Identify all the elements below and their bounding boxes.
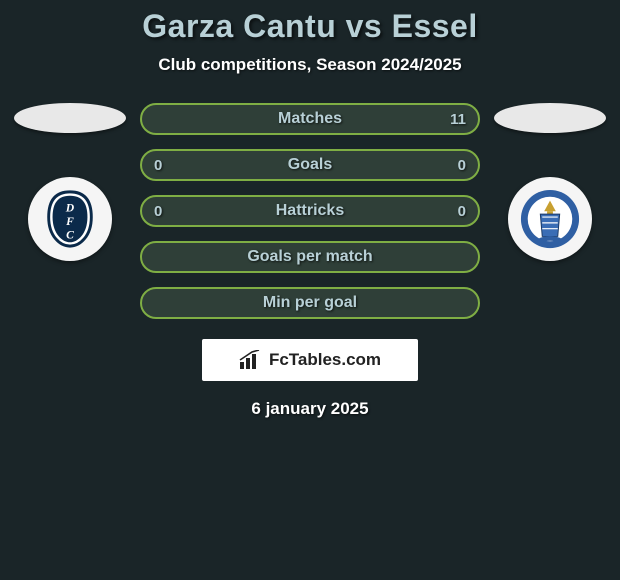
watermark: FcTables.com (202, 339, 418, 381)
stat-value-right: 11 (450, 111, 466, 128)
stat-row: Matches 11 (140, 103, 480, 135)
player-left-photo (14, 103, 126, 133)
player-left-column: D F C (10, 103, 130, 261)
stat-label: Min per goal (263, 294, 357, 312)
player-right-column (490, 103, 610, 261)
club-crest-right (508, 177, 592, 261)
player-right-photo (494, 103, 606, 133)
stat-row: Goals per match (140, 241, 480, 273)
bar-chart-icon (239, 350, 263, 370)
stat-value-left: 0 (154, 203, 162, 220)
stats-column: Matches 11 0 Goals 0 0 Hattricks 0 Goals per mat… (140, 103, 480, 319)
stat-row: 0 Goals 0 (140, 149, 480, 181)
svg-text:F: F (65, 215, 74, 228)
date-text: 6 january 2025 (0, 399, 620, 419)
subtitle: Club competitions, Season 2024/2025 (0, 55, 620, 75)
dundee-crest-icon: D F C (39, 188, 101, 250)
stat-value-right: 0 (458, 203, 466, 220)
stat-label: Hattricks (276, 202, 344, 220)
stat-value-right: 0 (458, 157, 466, 174)
watermark-text: FcTables.com (269, 350, 381, 370)
st-johnstone-crest-icon (519, 188, 581, 250)
page-title: Garza Cantu vs Essel (0, 8, 620, 45)
svg-text:D: D (65, 201, 75, 214)
stat-label: Matches (278, 110, 342, 128)
club-crest-left: D F C (28, 177, 112, 261)
stat-label: Goals per match (247, 248, 372, 266)
stat-row: Min per goal (140, 287, 480, 319)
stat-value-left: 0 (154, 157, 162, 174)
comparison-row: D F C Matches 11 0 Goals 0 0 Hattricks 0 Goals p… (0, 103, 620, 319)
svg-text:C: C (66, 228, 74, 241)
stat-label: Goals (288, 156, 332, 174)
stat-row: 0 Hattricks 0 (140, 195, 480, 227)
